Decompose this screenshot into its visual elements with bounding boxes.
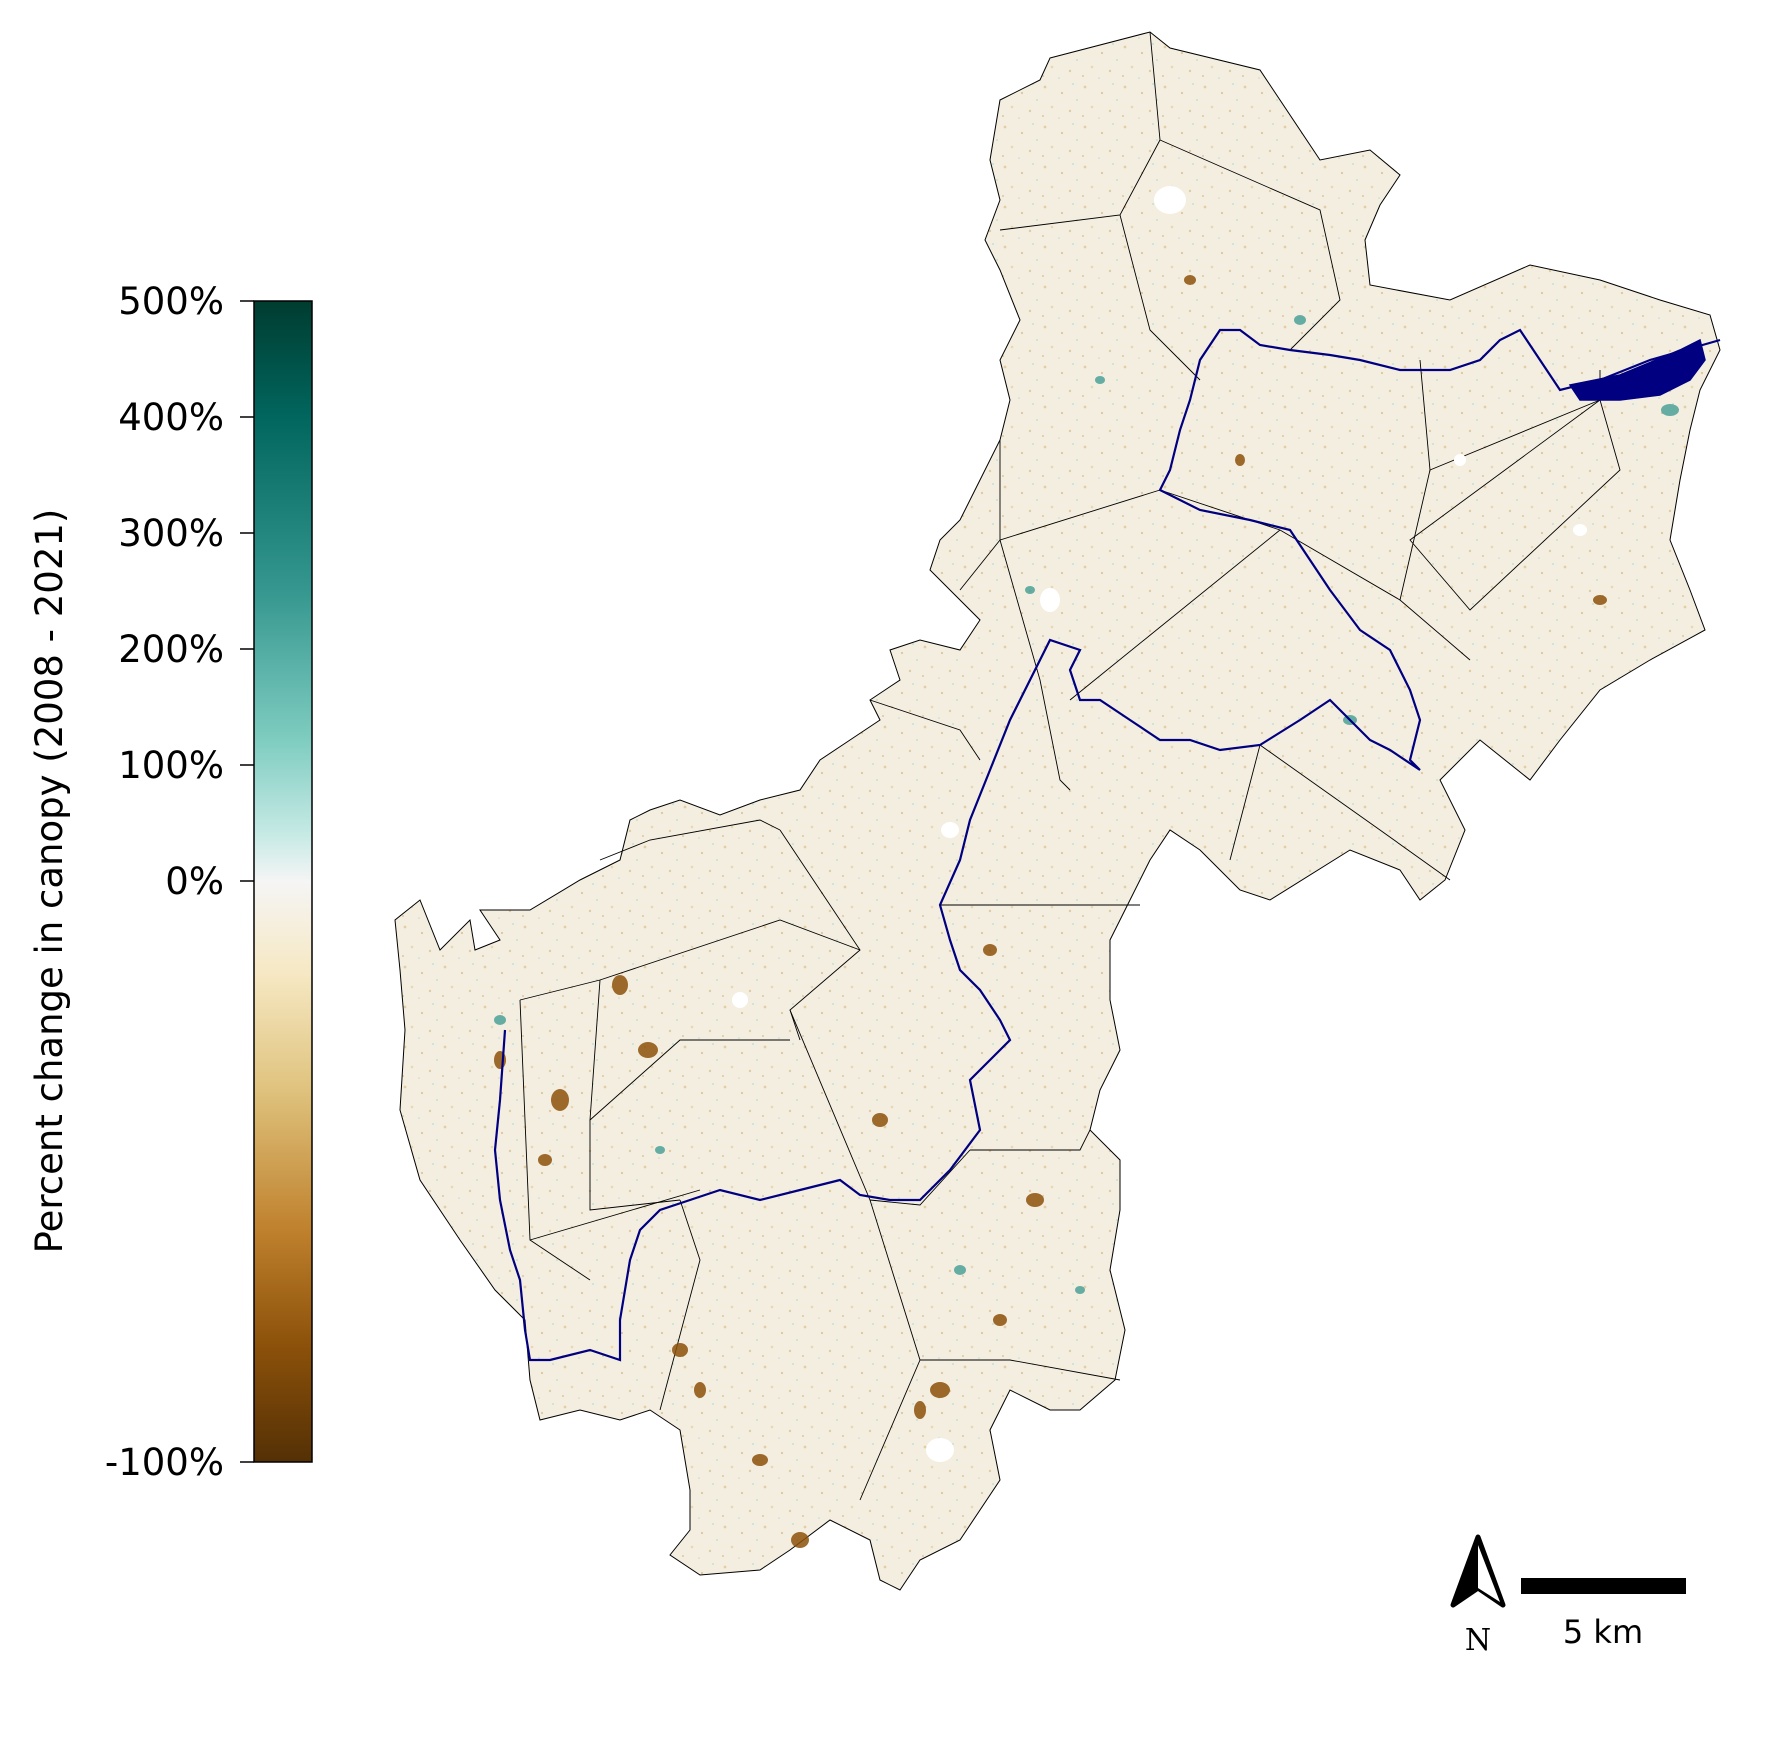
colorbar: 500% 400% 300% 200% 100% 0% -100% Percent chan… — [28, 280, 313, 1484]
no-data-areas — [732, 186, 1587, 1462]
colorbar-tick-label: 200% — [118, 628, 224, 671]
north-label: N — [1465, 1623, 1491, 1658]
north-arrow: N — [1450, 1534, 1506, 1658]
colorbar-tick-label: -100% — [105, 1441, 224, 1484]
colorbar-tick-label: 100% — [118, 744, 224, 787]
canopy-change-map — [394, 31, 1721, 1591]
canopy-loss-patches — [494, 275, 1607, 1548]
study-area-shape — [394, 31, 1721, 1591]
scale-bar-label: 5 km — [1563, 1613, 1643, 1651]
colorbar-gradient — [253, 300, 313, 1463]
colorbar-tick-label: 0% — [165, 860, 224, 903]
colorbar-tick-label: 300% — [118, 512, 224, 555]
colorbar-tick-label: 500% — [118, 280, 224, 323]
colorbar-tick-label: 400% — [118, 396, 224, 439]
reservoir — [1568, 338, 1706, 401]
scale-bar: 5 km — [1521, 1578, 1686, 1651]
municipal-boundaries — [519, 31, 1621, 1501]
scale-bar-line — [1521, 1578, 1686, 1594]
river — [493, 328, 1721, 1362]
colorbar-title: Percent change in canopy (2008 - 2021) — [28, 509, 71, 1254]
